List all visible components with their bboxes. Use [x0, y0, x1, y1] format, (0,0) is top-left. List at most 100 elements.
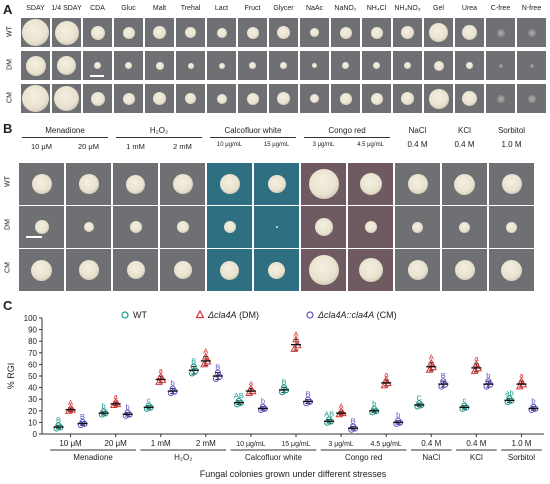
panel-b-colony: [126, 174, 145, 194]
panel-b-condition-label: 0.4 M: [454, 140, 475, 149]
panel-b-colony: [129, 221, 142, 233]
panel-b-condition-label: 10 μM: [31, 142, 52, 151]
legend-cm-name: Δcla4A::cla4A: [317, 310, 374, 320]
panel-a-colony: [401, 92, 414, 105]
panel-a-column-label: NH₄NO₃: [394, 5, 421, 12]
x-tick-label: 15 μg/mL: [281, 441, 310, 448]
panel-a-colony: [339, 92, 352, 105]
panel-a-plate: [238, 84, 267, 113]
panel-a-column-label: Fruct: [244, 5, 261, 12]
panel-a-colony: [370, 92, 383, 105]
panel-a-plate: [21, 18, 50, 47]
panel-a-plate: [300, 18, 329, 47]
panel-a-plate: [21, 51, 50, 80]
panel-b-plate: [301, 163, 346, 205]
panel-a-plate: [424, 84, 453, 113]
panel-a-plate: [455, 18, 484, 47]
panel-b-colony: [172, 174, 193, 194]
panel-b-colony: [223, 221, 236, 233]
panel-a-plate: [517, 18, 546, 47]
legend-dm-label: Δcla4A (DM): [207, 310, 259, 320]
panel-b-plate: [395, 249, 440, 291]
significance-letter: c: [462, 396, 466, 405]
panel-a-letter: A: [3, 2, 13, 17]
significance-letter: B: [351, 416, 356, 425]
legend-cm-label: Δcla4A::cla4A (CM): [317, 310, 397, 320]
panel-a-colony: [401, 26, 414, 39]
panel-b-condition-label: 2 mM: [173, 142, 192, 151]
panel-b-group-underline: [304, 137, 390, 138]
group-label: NaCl: [422, 453, 440, 462]
panel-a-column-label: C-free: [490, 5, 511, 12]
group-label: Sorbitol: [508, 453, 535, 462]
panel-b-plate: [160, 206, 205, 248]
wt-data-point: [459, 405, 466, 412]
panel-b-condition-label: 3 μg/mL: [312, 142, 335, 148]
wt-data-point: [371, 406, 378, 413]
panel-a-colony: [310, 28, 319, 37]
panel-b-plate: [395, 163, 440, 205]
panel-b-plate: [301, 206, 346, 248]
panel-b-plate: [489, 163, 534, 205]
panel-b-plate: [19, 249, 64, 291]
y-tick-label: 20: [28, 407, 37, 416]
group-label: KCl: [470, 453, 483, 462]
wt-data-point: [324, 419, 331, 426]
panel-b-colony: [364, 221, 377, 233]
wt-data-point: [414, 403, 421, 410]
panel-b-colony: [220, 260, 239, 280]
x-tick-label: 20 μM: [104, 439, 127, 448]
panel-b-colony: [31, 174, 52, 194]
panel-b-scale-bar: [26, 236, 42, 238]
panel-c-chart: 0 10 20 30 40 50 60 70 80 90 100 % RGI 10 μM 20 μM 1 m…: [6, 309, 544, 479]
y-tick-label: 0: [33, 430, 38, 439]
panel-a-column-label: Gel: [433, 5, 444, 12]
panel-b-colony: [173, 261, 192, 279]
significance-letter: a: [384, 370, 389, 379]
panel-a-colony: [249, 62, 256, 69]
panel-b-colony: [358, 258, 383, 282]
panel-a-row-label: CM: [6, 92, 14, 103]
significance-letter: B: [441, 371, 446, 380]
panel-a-row-label: DM: [6, 59, 14, 70]
significance-letter: a: [159, 366, 164, 375]
significance-letter: AB: [324, 410, 334, 419]
panel-a-colony: [428, 88, 449, 109]
panel-b-plate: [207, 163, 252, 205]
x-tick-label: 0.4 M: [466, 439, 486, 448]
panel-b-colony: [407, 174, 428, 194]
significance-letter: A: [429, 353, 434, 362]
panel-a-plate: [269, 84, 298, 113]
panel-a-colony: [404, 62, 411, 69]
panel-a-colony: [90, 25, 105, 40]
panel-b-colony: [454, 173, 475, 195]
panel-a-colony: [246, 92, 259, 105]
panel-a-colony: [187, 62, 194, 69]
y-tick-label: 90: [28, 326, 37, 335]
x-tick-label: 0.4 M: [421, 439, 441, 448]
panel-a-plate: [393, 18, 422, 47]
panel-a-plate: [362, 51, 391, 80]
significance-letter: a: [519, 371, 524, 380]
panel-a-plate: [145, 51, 174, 80]
dm-data-point: [290, 344, 299, 352]
panel-b-group-label: NaCl: [408, 126, 427, 135]
panel-a-colony: [462, 91, 477, 106]
panel-b-group-label: H₂O₂: [149, 126, 169, 135]
dm-data-point: [155, 377, 163, 385]
panel-a-colony: [216, 93, 227, 104]
panel-b-letter: B: [3, 121, 13, 136]
significance-letter: c: [147, 396, 151, 405]
panel-b-colony: [308, 255, 339, 285]
panel-a-plate: [238, 18, 267, 47]
legend-wt-marker: [121, 311, 129, 319]
significance-letter: B: [80, 412, 85, 421]
significance-letter: A: [68, 398, 73, 407]
panel-a-plate: [207, 51, 236, 80]
legend-cm-tag: (CM): [374, 310, 397, 320]
panel-a-colony: [185, 27, 196, 38]
panel-a-column-label: NH₄Cl: [366, 5, 387, 12]
panel-b-plate: [160, 163, 205, 205]
cm-data-point: [303, 400, 310, 407]
panel-b-condition-label: 4.5 μg/mL: [357, 142, 384, 148]
